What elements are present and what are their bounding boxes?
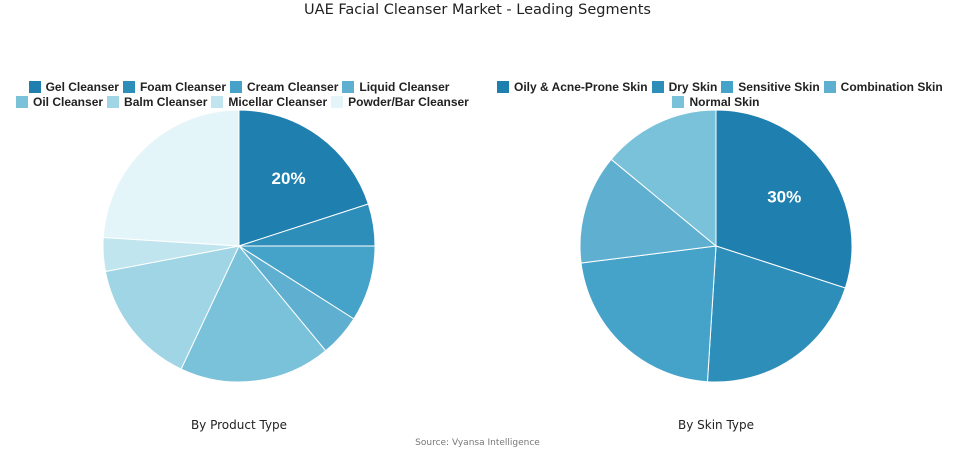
legend-swatch [497, 81, 509, 93]
legend-item: Balm Cleanser [107, 95, 207, 110]
legend-item: Gel Cleanser [28, 80, 119, 95]
legend-swatch [107, 96, 120, 108]
legend-label: Normal Skin [689, 95, 760, 109]
pie-slice [610, 109, 717, 248]
legend-swatch [721, 81, 734, 93]
pie-slice [580, 245, 717, 383]
legend-item: Oil Cleanser [16, 95, 103, 110]
legend-item: Sensitive Skin [721, 80, 820, 95]
legend-swatch [672, 96, 685, 108]
legend-swatch [16, 96, 28, 108]
legend-label: Cream Cleanser [247, 80, 339, 94]
slice-label: 20% [272, 169, 306, 188]
legend-item: Combination Skin [823, 80, 943, 95]
legend-label: Sensitive Skin [738, 80, 820, 94]
pie-skin-type: 30% [579, 109, 853, 383]
legend-label: Powder/Bar Cleanser [348, 95, 469, 109]
legend-skin-type: Oily & Acne-Prone Skin Dry Skin Sensitive … [495, 80, 943, 110]
slice-label: 30% [767, 187, 801, 206]
legend-label: Balm Cleanser [124, 95, 208, 109]
legend-swatch [230, 81, 242, 93]
legend-label: Oil Cleanser [33, 95, 104, 109]
pie-slice [104, 245, 240, 370]
legend-item: Normal Skin [672, 95, 760, 110]
subtitle-product-type: By Product Type [190, 418, 288, 432]
legend-label: Combination Skin [840, 80, 943, 94]
legend-item: Oily & Acne-Prone Skin [497, 80, 648, 95]
legend-item: Liquid Cleanser [342, 80, 449, 95]
chart-title: UAE Facial Cleanser Market - Leading Seg… [304, 2, 651, 18]
legend-swatch [211, 96, 224, 108]
pie-slice [579, 158, 718, 264]
subtitle-skin-type: By Skin Type [677, 418, 755, 432]
pie-slice [180, 245, 327, 383]
legend-swatch [823, 81, 836, 93]
legend-product-type: Gel Cleanser Foam Cleanser Cream Cleanser L… [14, 80, 469, 110]
legend-label: Liquid Cleanser [359, 80, 450, 94]
legend-swatch [651, 81, 664, 93]
pie-slice [715, 109, 853, 289]
legend-item: Cream Cleanser [230, 80, 338, 95]
legend-swatch [28, 81, 41, 93]
legend-swatch [331, 96, 344, 108]
pie-slice [238, 109, 369, 247]
legend-label: Gel Cleanser [45, 80, 119, 94]
legend-swatch [122, 81, 135, 93]
legend-swatch [342, 81, 355, 93]
legend-label: Micellar Cleanser [228, 95, 328, 109]
legend-item: Micellar Cleanser [211, 95, 327, 110]
pie-slice [102, 109, 240, 247]
legend-item: Dry Skin [651, 80, 718, 95]
legend-label: Foam Cleanser [139, 80, 226, 94]
pie-product-type: 20% [102, 109, 376, 383]
pie-slice [706, 245, 846, 383]
legend-item: Powder/Bar Cleanser [331, 95, 469, 110]
source-note: Source: Vyansa Intelligence [415, 438, 540, 448]
legend-label: Dry Skin [668, 80, 718, 94]
legend-label: Oily & Acne-Prone Skin [514, 80, 648, 94]
legend-item: Foam Cleanser [122, 80, 226, 95]
